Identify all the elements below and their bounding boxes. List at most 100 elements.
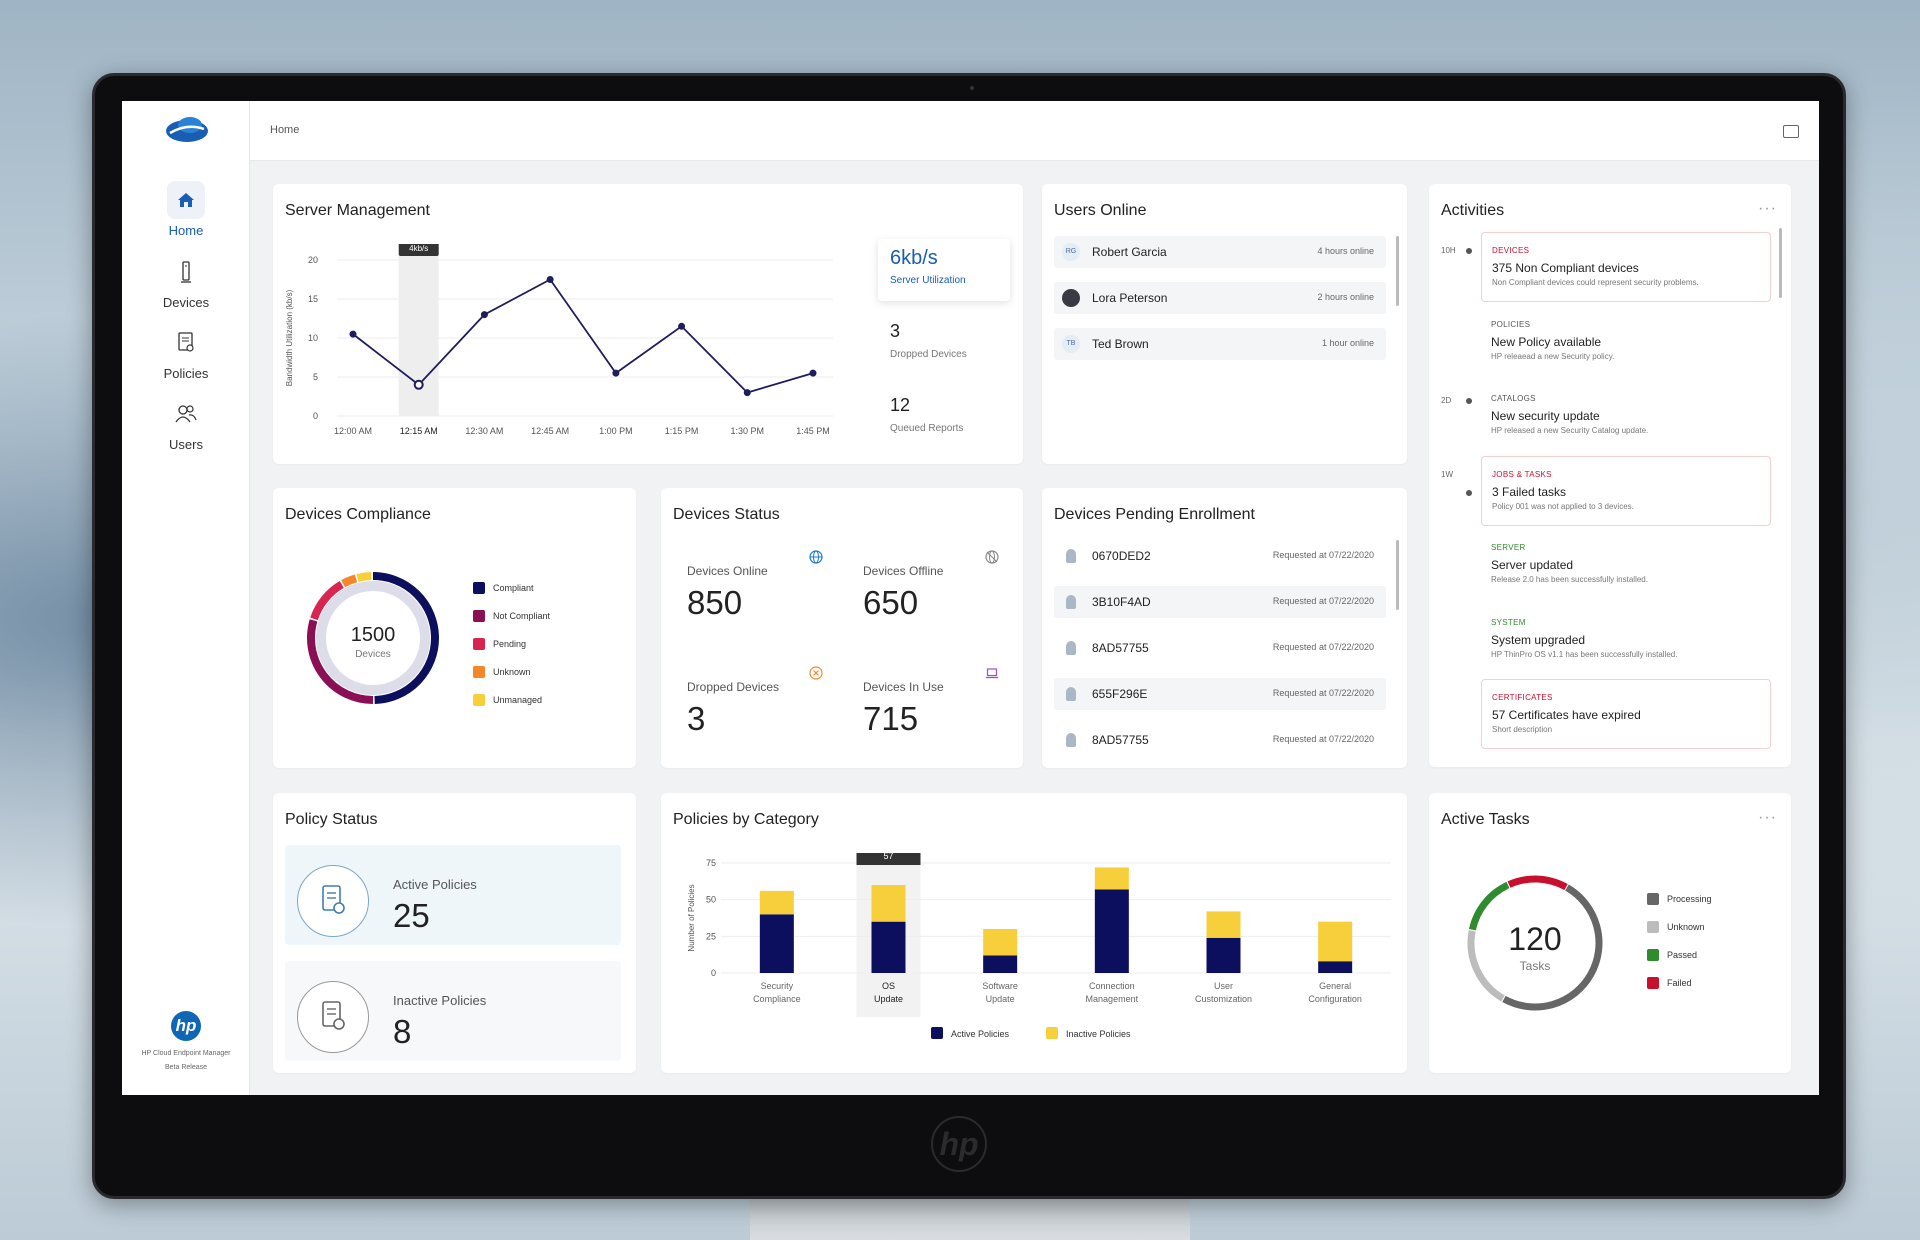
devices-in-use-tile[interactable]: Devices In Use 715	[849, 656, 1011, 756]
device-id: 8AD57755	[1092, 733, 1149, 747]
compliance-title: Devices Compliance	[285, 506, 431, 523]
bar-segment[interactable]	[871, 885, 906, 922]
x-tick-label: 12:30 AM	[465, 426, 503, 436]
donut-segment[interactable]	[310, 581, 344, 621]
data-point[interactable]	[413, 379, 424, 390]
enrollment-row[interactable]: 655F296E Requested at 07/22/2020	[1054, 678, 1386, 710]
user-row[interactable]: Lora Peterson 2 hours online	[1054, 282, 1386, 314]
legend-swatch	[1647, 921, 1659, 933]
bar-segment[interactable]	[871, 921, 906, 973]
devices-compliance-card: Devices Compliance 1500 Devices Complian…	[273, 488, 636, 768]
data-point[interactable]	[546, 276, 554, 283]
bar-segment[interactable]	[759, 914, 794, 973]
donut-segment[interactable]	[356, 572, 372, 582]
x-tick-label: Compliance	[753, 994, 801, 1004]
legend-item: Pending	[473, 638, 526, 650]
legend-label: Unknown	[1667, 922, 1705, 932]
more-options-icon[interactable]: ···	[1758, 809, 1777, 826]
nav-home[interactable]: Home	[122, 181, 250, 238]
tooltip-box	[856, 853, 921, 865]
activity-item[interactable]: SERVER Server updated Release 2.0 has been…	[1481, 530, 1771, 600]
active-tasks-card: Active Tasks ··· 120 Tasks Processing Unk…	[1429, 793, 1791, 1073]
donut-segment[interactable]	[1507, 875, 1568, 891]
data-point[interactable]	[743, 389, 751, 397]
donut-segment[interactable]	[372, 572, 440, 704]
policy-icon	[297, 865, 369, 937]
user-row[interactable]: RG Robert Garcia 4 hours online	[1054, 236, 1386, 268]
bar-segment[interactable]	[1318, 961, 1353, 973]
nav-users[interactable]: Users	[122, 395, 250, 452]
activity-item[interactable]: CERTIFICATES 57 Certificates have expired…	[1481, 679, 1771, 749]
donut-segment[interactable]	[341, 574, 358, 588]
activity-item[interactable]: JOBS & TASKS 3 Failed tasks Policy 001 was…	[1481, 455, 1771, 526]
x-tick-label: 1:15 PM	[665, 426, 699, 436]
inactive-policies-label: Inactive Policies	[393, 993, 487, 1008]
series-line	[352, 278, 814, 394]
bar-segment[interactable]	[1206, 911, 1241, 938]
scrollbar[interactable]	[1779, 228, 1782, 298]
donut-segment[interactable]	[307, 619, 374, 704]
device-id: 655F296E	[1092, 687, 1148, 701]
data-point[interactable]	[612, 369, 620, 377]
users-icon	[167, 395, 205, 433]
activity-item[interactable]: DEVICES 375 Non Compliant devices Non Comp…	[1481, 232, 1771, 302]
dropped-devices-tile[interactable]: Dropped Devices 3	[673, 656, 835, 756]
policy-icon	[167, 324, 205, 362]
bar-segment[interactable]	[983, 955, 1018, 973]
more-options-icon[interactable]: ···	[1758, 200, 1777, 217]
requested-date: Requested at 07/22/2020	[1272, 642, 1374, 652]
scrollbar[interactable]	[1396, 540, 1399, 610]
enrollment-row[interactable]: 8AD57755 Requested at 07/22/2020	[1054, 724, 1386, 756]
legend-item: Failed	[1647, 977, 1692, 989]
donut-segment[interactable]	[1467, 930, 1505, 1002]
activity-item[interactable]: POLICIES New Policy available HP releaead …	[1481, 307, 1771, 377]
devices-offline-tile[interactable]: Devices Offline 650	[849, 540, 1011, 640]
user-row[interactable]: TB Ted Brown 1 hour online	[1054, 328, 1386, 360]
nav-devices[interactable]: Devices	[122, 253, 250, 310]
legend-swatch	[1647, 949, 1659, 961]
data-point[interactable]	[480, 311, 488, 319]
tile-label: Devices Offline	[863, 564, 944, 578]
y-axis-label: Bandwidth Utilization (kb/s)	[285, 289, 294, 386]
data-point[interactable]	[349, 330, 357, 338]
legend-swatch	[1647, 977, 1659, 989]
donut-segment[interactable]	[1468, 881, 1510, 931]
server-title: Server Management	[285, 202, 430, 219]
bar-segment[interactable]	[983, 929, 1018, 956]
bar-segment[interactable]	[759, 890, 794, 915]
enrollment-row[interactable]: 0670DED2 Requested at 07/22/2020	[1054, 540, 1386, 572]
data-point[interactable]	[678, 322, 686, 330]
y-tick-label: 0	[711, 968, 716, 978]
bar-segment[interactable]	[1206, 937, 1241, 973]
bandwidth-line-chart: 0 5 10 15 20 Bandwidth Utilization (kb/s) 12:0…	[285, 244, 833, 436]
legend-swatch	[473, 638, 485, 650]
legend-swatch	[473, 694, 485, 706]
user-photo-avatar	[1062, 289, 1080, 307]
legend-label: Failed	[1667, 978, 1692, 988]
bar-segment[interactable]	[1318, 921, 1353, 962]
inactive-policies-row[interactable]: Inactive Policies 8	[285, 961, 621, 1061]
user-initials-badge: RG	[1062, 243, 1080, 261]
bar-segment[interactable]	[1094, 889, 1129, 973]
dropped-label: Dropped Devices	[890, 349, 967, 360]
enrollment-row[interactable]: 3B10F4AD Requested at 07/22/2020	[1054, 586, 1386, 618]
devices-online-tile[interactable]: Devices Online 850	[673, 540, 835, 640]
active-policies-row[interactable]: Active Policies 25	[285, 845, 621, 945]
activity-item[interactable]: SYSTEM System upgraded HP ThinPro OS v1.1 …	[1481, 605, 1771, 675]
scrollbar[interactable]	[1396, 236, 1399, 306]
nav-policies[interactable]: Policies	[122, 324, 250, 381]
x-tick-label: Management	[1086, 994, 1139, 1004]
bar-segment[interactable]	[1094, 867, 1129, 890]
data-point[interactable]	[809, 369, 817, 377]
breadcrumb[interactable]: Home	[270, 124, 300, 136]
close-circle-icon	[809, 666, 823, 680]
activity-item[interactable]: CATALOGS New security update HP released a…	[1481, 381, 1771, 451]
donut-segment[interactable]	[1502, 884, 1603, 1011]
chat-icon[interactable]	[1783, 125, 1799, 138]
server-management-card: Server Management 0 5 10 15 20 Bandwidth Util…	[273, 184, 1023, 464]
timeline-label: 2D	[1441, 396, 1452, 405]
x-tick-label: Connection	[1089, 981, 1135, 991]
timeline-dot	[1466, 490, 1472, 496]
nav-devices-label: Devices	[162, 295, 210, 310]
enrollment-row[interactable]: 8AD57755 Requested at 07/22/2020	[1054, 632, 1386, 664]
